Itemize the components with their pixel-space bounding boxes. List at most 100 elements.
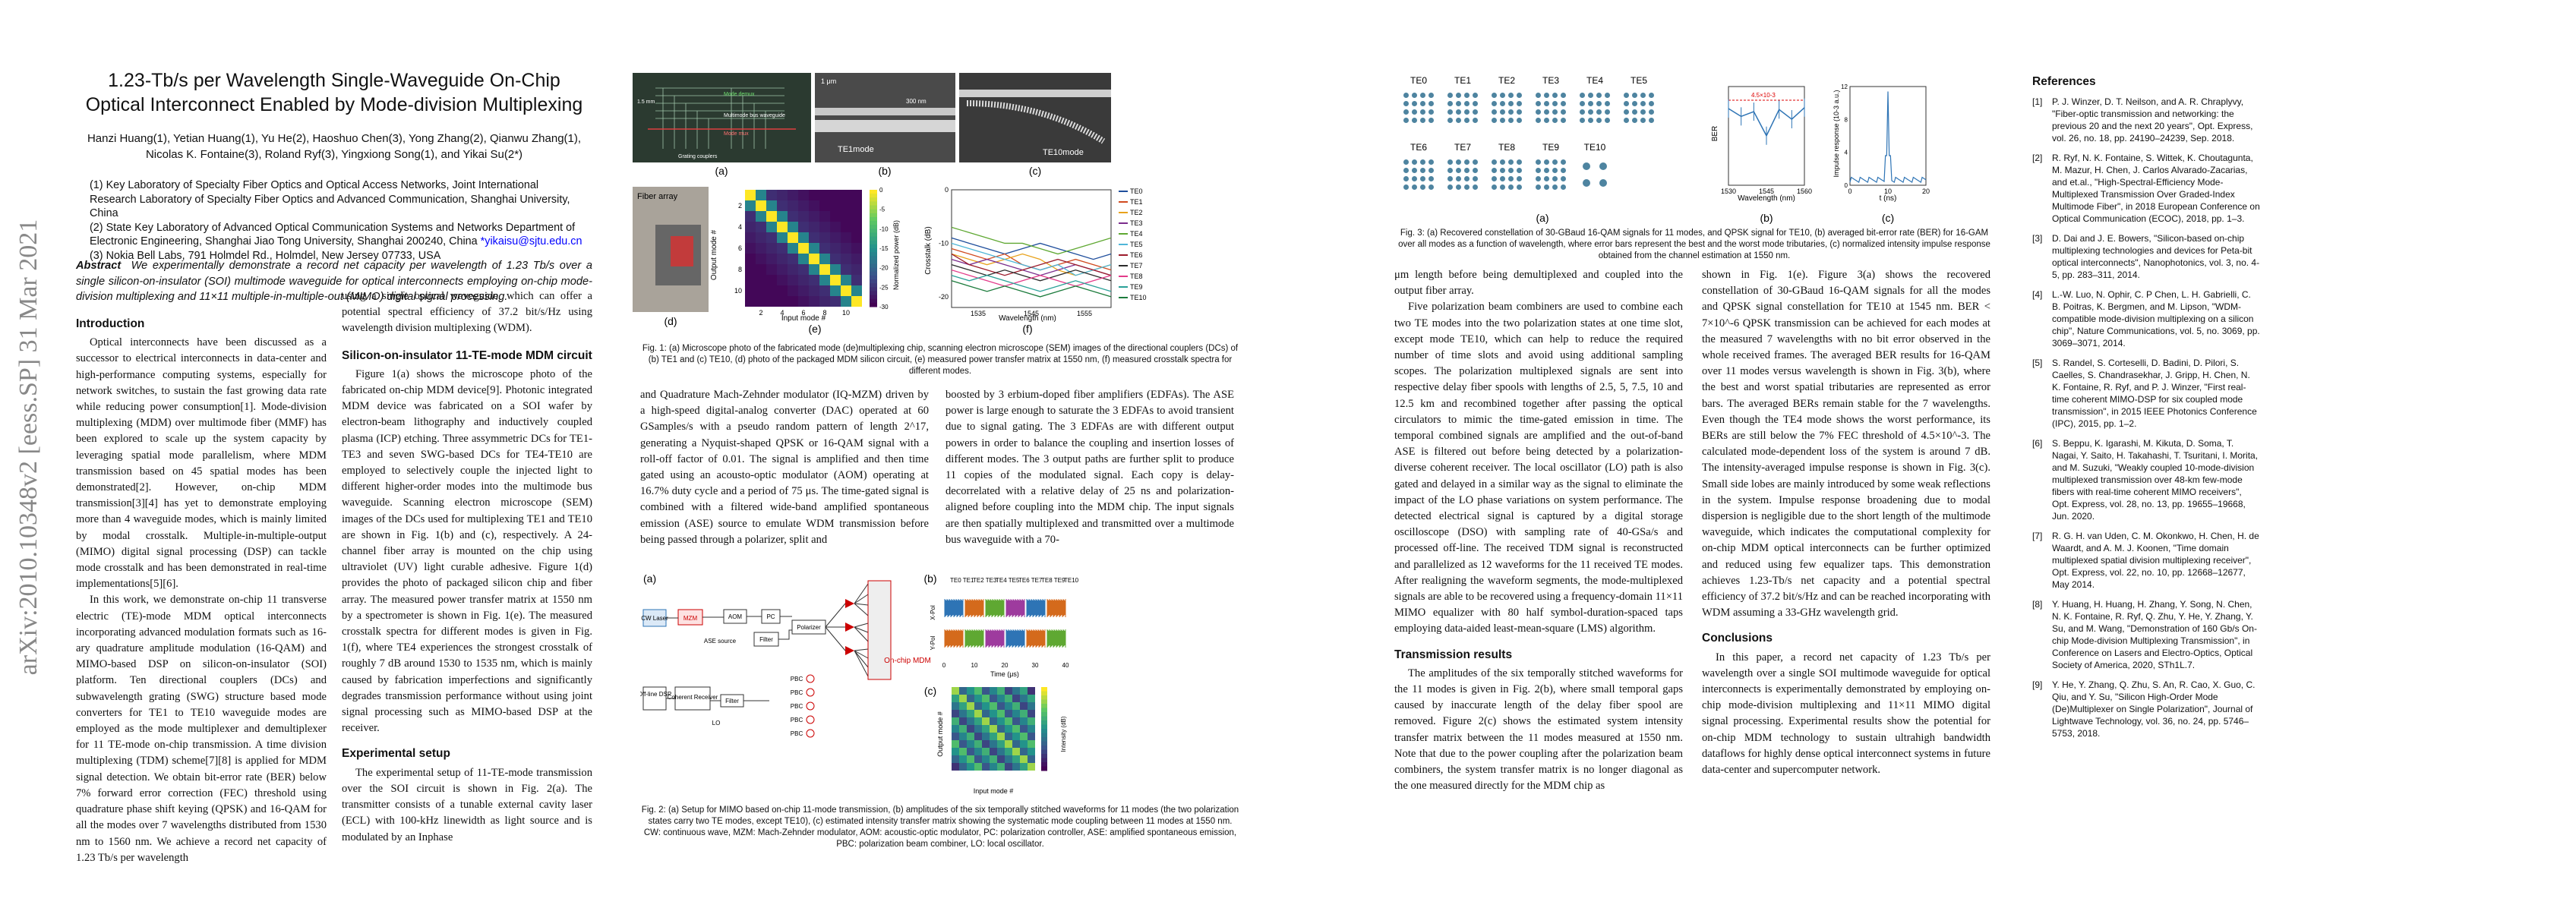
legend-entry: TE3 [1130, 219, 1143, 227]
constellation-point [1596, 93, 1602, 98]
fig1e-ytick: 8 [738, 266, 742, 273]
section-conclusions: Conclusions [1702, 632, 1773, 645]
heatmap-cell [745, 232, 756, 243]
heatmap-cell [841, 211, 851, 222]
constellation-point [1464, 101, 1470, 106]
constellation-point [1588, 109, 1593, 115]
authors-line-2: Nicolas K. Fontaine(3), Roland Ryf(3), Y… [145, 148, 523, 161]
colorbar-segment [1041, 733, 1047, 738]
reference-item: [6] S. Beppu, K. Igarashi, M. Kikuta, D. … [2032, 437, 2260, 522]
legend-entry: TE10 [1130, 294, 1147, 301]
constellation-point [1420, 109, 1425, 115]
heatmap-cell [777, 190, 788, 200]
constellation-point [1500, 168, 1505, 173]
fig3c-xlabel: t (ns) [1880, 194, 1897, 203]
constellation-point [1580, 109, 1585, 115]
constellation-point [1517, 118, 1522, 123]
heatmap-cell [967, 687, 974, 695]
constellation-point [1464, 109, 1470, 115]
heatmap-cell [967, 748, 974, 755]
fig3c-ytick: 8 [1845, 116, 1848, 123]
reference-number: [9] [2032, 679, 2043, 690]
fig1c-sem [959, 73, 1111, 162]
heatmap-cell [974, 687, 982, 695]
colorbar-segment [870, 295, 877, 300]
block-pbc-3: PBC [791, 703, 803, 710]
heatmap-cell [1005, 702, 1012, 710]
reference-text: S. Randel, S. Corteselli, D. Badini, D. … [2052, 358, 2257, 429]
constellation-point [1605, 93, 1610, 98]
heatmap-cell [798, 275, 809, 285]
block-on-chip-mdm-label: On-chip MDM [884, 657, 931, 665]
heatmap-cell [798, 285, 809, 296]
fig2a-links-top [666, 616, 792, 640]
authors-line-1: Hanzi Huang(1), Yetian Huang(1), Yu He(2… [87, 132, 582, 145]
email-link[interactable]: *yikaisu@sjtu.edu.cn [480, 235, 582, 247]
heatmap-cell [830, 222, 841, 232]
constellation-title: TE9 [1542, 142, 1559, 153]
constellation-point [1605, 118, 1610, 123]
constellation-point [1640, 109, 1646, 115]
colorbar-segment [870, 236, 877, 241]
heatmap-cell [974, 733, 982, 740]
legend-entry: TE6 [1130, 251, 1143, 259]
heatmap-cell [851, 222, 862, 232]
constellation-point [1508, 159, 1514, 165]
heatmap-cell [851, 190, 862, 200]
series-te9 [951, 275, 1112, 292]
heatmap-cell [1005, 687, 1012, 695]
heatmap-cell [997, 740, 1005, 748]
heatmap-cell [967, 717, 974, 725]
heatmap-cell [959, 725, 967, 733]
constellation-point [1508, 168, 1514, 173]
mdm-paragraph: Figure 1(a) shows the microscope photo o… [342, 367, 592, 735]
fig3b-frame [1728, 86, 1805, 186]
reference-list: [1] P. J. Winzer, D. T. Neilson, and A. R… [2032, 96, 2260, 739]
constellation-point [1500, 159, 1505, 165]
fig1a-waveguides [655, 87, 784, 149]
fig3-label-b: (b) [1760, 212, 1773, 224]
constellation-point [1420, 184, 1425, 190]
constellation-point [1596, 109, 1602, 115]
constellation-point [1500, 101, 1505, 106]
constellation-point [1456, 176, 1461, 181]
heatmap-cell [809, 296, 819, 307]
fig1f-ytick: -20 [939, 293, 949, 301]
colorbar-segment [870, 197, 877, 202]
colorbar-segment [1041, 691, 1047, 696]
constellation-point [1508, 101, 1514, 106]
constellation-point [1552, 184, 1558, 190]
fig1e-cbar-tick: -30 [879, 304, 889, 310]
constellation-point [1420, 101, 1425, 106]
section-mdm-circuit: Silicon-on-insulator 11-TE-mode MDM circ… [342, 348, 592, 362]
heatmap-cell [1005, 710, 1012, 717]
reference-item: [3] D. Dai and J. E. Bowers, "Silicon-bas… [2032, 232, 2260, 281]
constellation-point [1624, 109, 1629, 115]
heatmap-cell [819, 275, 830, 285]
heatmap-cell [1012, 763, 1020, 771]
fig2b-xticks: 0 10 20 30 40 [942, 662, 1069, 669]
figure-3: TE0 TE1 TE2 TE3 TE4 TE5 TE6 TE7 TE8 TE9 TE10 (a) 4… [1403, 75, 1930, 224]
heatmap-cell [819, 285, 830, 296]
fig2b-ylabel-x: X-Pol [930, 605, 936, 620]
fig1f-xlabel: Wavelength (nm) [999, 314, 1056, 323]
heatmap-cell [766, 264, 777, 275]
heatmap-cell [967, 733, 974, 740]
heatmap-cell [982, 733, 990, 740]
block-pc-label: PC [766, 613, 775, 620]
reference-number: [3] [2032, 233, 2043, 244]
legend-entry: TE4 [1130, 230, 1143, 238]
fig2a-pbc-group: PBC PBC PBC PBC PBC [791, 674, 815, 738]
constellation-point [1552, 101, 1558, 106]
heatmap-cell [1005, 755, 1012, 763]
constellation-point [1536, 109, 1541, 115]
fig1e-ytick: 6 [738, 244, 742, 252]
heatmap-cell [819, 222, 830, 232]
colorbar-segment [1041, 712, 1047, 717]
constellation-point [1412, 159, 1417, 165]
fig1e-cbar-label: Normalized power (dB) [892, 220, 900, 290]
constellation-title: TE3 [1542, 75, 1559, 86]
heatmap-cell [1028, 763, 1035, 771]
heatmap-cell [959, 748, 967, 755]
col5-paragraph-3: The amplitudes of the six temporally sti… [1394, 667, 1683, 793]
